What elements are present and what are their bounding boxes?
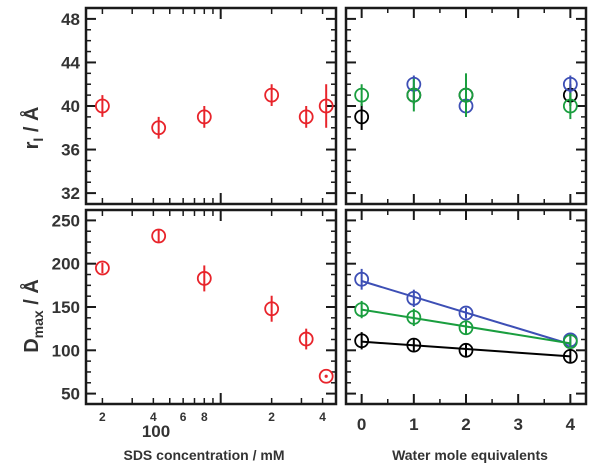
- data-point: [95, 98, 110, 114]
- y-tick-label: 50: [61, 385, 80, 404]
- data-point: [354, 333, 370, 349]
- data-point: [458, 320, 474, 336]
- x-axis-label-sds: SDS concentration / mM: [123, 447, 284, 463]
- data-point: [264, 301, 280, 317]
- panel-frames: [84, 6, 588, 406]
- data-point: [354, 87, 370, 103]
- x-tick-label: 2: [268, 410, 275, 424]
- data-point: [318, 368, 334, 384]
- data-point: [196, 109, 212, 125]
- data-point: [196, 271, 212, 286]
- data-point: [264, 87, 280, 103]
- x-tick-label: 8: [201, 410, 208, 424]
- data-point: [458, 87, 474, 103]
- data-point-center: [324, 374, 328, 378]
- x-tick-label: 4: [566, 415, 576, 434]
- data-layer: [95, 73, 578, 384]
- data-point: [95, 260, 110, 276]
- y-tick-label: 150: [52, 298, 80, 317]
- data-point: [318, 98, 334, 114]
- data-point: [458, 305, 474, 321]
- data-point: [354, 271, 370, 287]
- data-point: [151, 120, 167, 136]
- y-tick-label: 44: [61, 53, 80, 72]
- x-tick-label: 2: [461, 415, 470, 434]
- data-point: [406, 290, 422, 306]
- x-tick-label: 6: [180, 410, 187, 424]
- data-point: [562, 98, 578, 114]
- x-tick-label: 0: [357, 415, 366, 434]
- x-tick-label: 4: [319, 410, 326, 424]
- y-tick-label: 32: [61, 184, 80, 203]
- x-tick-label: 1: [409, 415, 418, 434]
- data-point: [562, 348, 578, 364]
- x-tick-label: 2: [99, 410, 106, 424]
- ticks-layer: [86, 7, 586, 404]
- data-point: [151, 228, 167, 244]
- y-tick-label: 200: [52, 255, 80, 274]
- y-tick-label: 250: [52, 211, 80, 230]
- data-point: [298, 109, 314, 125]
- data-point: [406, 337, 422, 353]
- y-tick-label: 100: [52, 341, 80, 360]
- x-tick-label: 4: [150, 410, 157, 424]
- y-axis-label-bottom: Dmax / Å: [19, 279, 46, 353]
- y-tick-label: 36: [61, 141, 80, 160]
- data-point: [354, 109, 370, 125]
- x-axis-label-water: Water mole equivalents: [392, 447, 548, 463]
- panel-frame-bottom-left: [84, 208, 338, 406]
- labels-layer: rI / Å Dmax / Å SDS concentration / mM W…: [19, 10, 576, 463]
- data-point: [458, 342, 474, 358]
- data-point: [298, 331, 314, 347]
- panel-frame-top-left: [84, 6, 338, 206]
- y-axis-label-top: rI / Å: [19, 107, 46, 150]
- y-tick-label: 48: [61, 10, 80, 29]
- data-point: [354, 302, 370, 317]
- data-point: [406, 309, 422, 325]
- x-major-tick-label: 100: [142, 422, 170, 441]
- data-point: [406, 87, 422, 103]
- x-tick-label: 3: [513, 415, 522, 434]
- data-point: [562, 334, 578, 350]
- data-point: [562, 76, 578, 92]
- y-tick-label: 40: [61, 97, 80, 116]
